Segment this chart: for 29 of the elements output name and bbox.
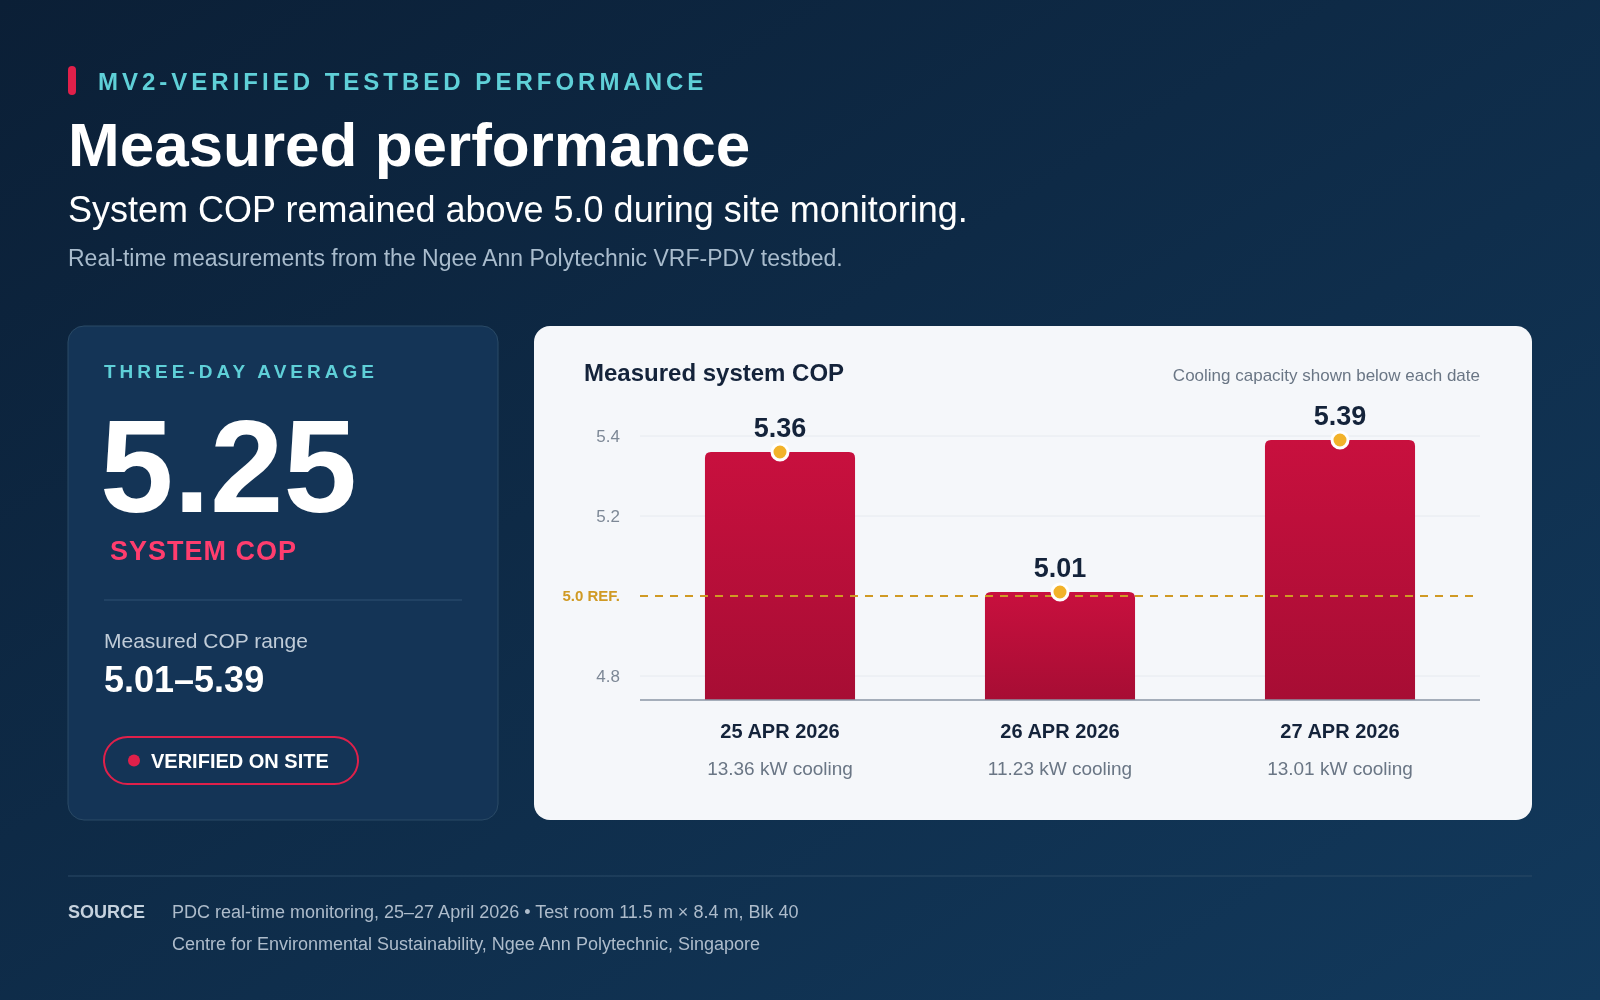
chart-title: Measured system COP: [584, 359, 845, 386]
data-label: 5.39: [1313, 401, 1367, 431]
point: [1330, 430, 1350, 450]
point: [770, 442, 790, 462]
text: 5.01–5.39: [104, 659, 265, 700]
text: 11.23 kW cooling: [987, 758, 1133, 779]
text: PDC real-time monitoring, 25–27 April 2026 • Test room 11.5 m × 8.4 m, Blk 40: [172, 902, 799, 922]
text: 13.01 kW cooling: [1267, 758, 1413, 779]
text: 13.36 kW cooling: [707, 758, 853, 779]
y-tick-label: 5.4: [596, 426, 620, 446]
text: SOURCE: [68, 902, 146, 922]
point: [1050, 582, 1070, 602]
y-tick-label: 5.2: [596, 506, 620, 526]
text: System COP remained above 5.0 during site monitoring.: [68, 189, 968, 230]
text: THREE-DAY AVERAGE: [104, 361, 378, 382]
x-tick-label: 25 APR 2026: [720, 720, 840, 742]
y-tick-label: 4.8: [596, 666, 620, 686]
data-label: 5.36: [753, 413, 807, 443]
text: Real-time measurements from the Ngee Ann Polytechnic VRF-PDV testbed.: [68, 245, 843, 271]
x-tick-label: 26 APR 2026: [1000, 720, 1120, 742]
ref-line-label: 5.0 REF.: [562, 587, 620, 605]
text: Centre for Environmental Sustainability, Ngee Ann Polytechnic, Singapore: [172, 934, 760, 954]
text: Measured COP range: [104, 629, 308, 652]
text: MV2-VERIFIED TESTBED PERFORMANCE: [98, 68, 708, 95]
text: Measured performance: [68, 110, 751, 179]
data-label: 5.01: [1033, 553, 1087, 583]
text: Cooling capacity shown below each date: [1172, 366, 1480, 385]
text: VERIFIED ON SITE: [151, 750, 329, 772]
x-tick-label: 27 APR 2026: [1280, 720, 1400, 742]
